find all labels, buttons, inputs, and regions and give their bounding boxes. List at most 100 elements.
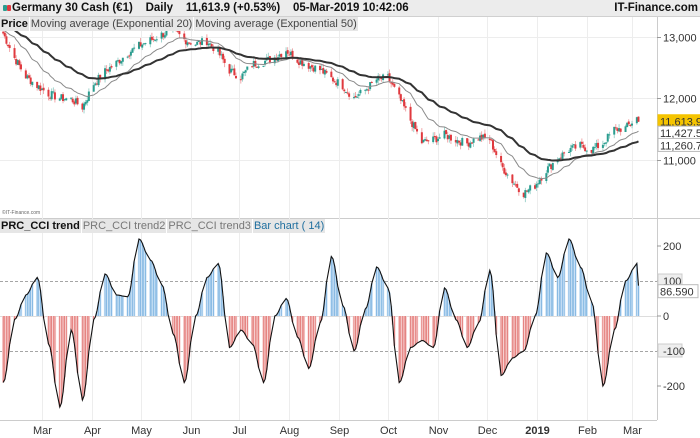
candle-body bbox=[616, 128, 619, 131]
candle-body bbox=[480, 134, 483, 140]
candle-body bbox=[243, 71, 246, 74]
candle-body bbox=[188, 42, 191, 44]
candle-body bbox=[482, 134, 485, 139]
candle-body bbox=[477, 139, 480, 141]
candle-body bbox=[490, 139, 493, 141]
candle-body bbox=[280, 53, 283, 57]
candle-body bbox=[466, 138, 469, 144]
x-axis-label: Oct bbox=[380, 425, 397, 437]
candle-body bbox=[331, 77, 334, 82]
instrument-title: Germany 30 Cash (€1) Daily 11,613.9 (+0.… bbox=[12, 2, 409, 14]
candle-body bbox=[414, 122, 417, 130]
candle-body bbox=[62, 94, 65, 102]
candle-body bbox=[74, 98, 77, 104]
candle-body bbox=[16, 60, 19, 65]
candle-body bbox=[619, 128, 622, 132]
indicator-axis-label: -100 bbox=[663, 346, 685, 358]
candle-body bbox=[209, 43, 212, 45]
candle-body bbox=[28, 75, 31, 78]
candle-body bbox=[233, 68, 236, 76]
candle-body bbox=[483, 133, 486, 138]
candle-body bbox=[110, 66, 113, 68]
candle-body bbox=[401, 100, 404, 102]
candle-body bbox=[346, 92, 349, 94]
candle-body bbox=[545, 173, 548, 181]
x-axis-label: Aug bbox=[280, 425, 300, 437]
candle-body bbox=[491, 140, 494, 150]
candle-body bbox=[65, 98, 68, 101]
candle-body bbox=[454, 139, 457, 143]
candle-body bbox=[289, 51, 292, 55]
legend-cci-trend[interactable]: PRC_CCI trend bbox=[0, 219, 81, 233]
x-axis-label: Nov bbox=[429, 425, 449, 437]
candle-body bbox=[495, 151, 498, 156]
candle-body bbox=[540, 178, 543, 181]
ema20-line bbox=[3, 29, 639, 180]
candle-body bbox=[49, 97, 52, 99]
price-axis-label: 12,000 bbox=[663, 94, 697, 106]
candle-body bbox=[7, 44, 10, 47]
candle-body bbox=[571, 145, 574, 148]
candle-body bbox=[18, 60, 21, 66]
candle-body bbox=[302, 63, 305, 67]
candle-body bbox=[199, 41, 202, 45]
legend-cci-trend3[interactable]: PRC_CCI trend3 bbox=[167, 219, 252, 233]
candle-body bbox=[343, 89, 346, 92]
copyright-text: ©IT-Finance.com bbox=[2, 210, 41, 216]
candle-body bbox=[529, 185, 532, 191]
candle-body bbox=[116, 60, 119, 62]
brand-logo-text: IT-Finance.com bbox=[614, 2, 698, 14]
candle-body bbox=[503, 167, 506, 174]
candle-body bbox=[121, 57, 124, 62]
candle-body bbox=[129, 51, 132, 56]
candle-body bbox=[178, 31, 181, 35]
candle-body bbox=[563, 152, 566, 154]
candle-body bbox=[84, 102, 87, 105]
candle-body bbox=[144, 43, 147, 45]
candle-body bbox=[584, 147, 587, 152]
candle-body bbox=[348, 93, 351, 97]
candle-body bbox=[139, 42, 142, 47]
candle-body bbox=[461, 137, 464, 146]
legend-ema20[interactable]: Moving average (Exponential 20) bbox=[29, 17, 194, 31]
candle-body bbox=[197, 40, 200, 42]
candle-body bbox=[341, 79, 344, 90]
candle-body bbox=[323, 69, 326, 75]
candle-body bbox=[569, 148, 572, 153]
legend-bar-chart[interactable]: Bar chart ( 14) bbox=[252, 219, 326, 233]
candle-body bbox=[104, 68, 107, 80]
candle-body bbox=[416, 128, 419, 132]
candle-body bbox=[574, 144, 577, 149]
candle-body bbox=[375, 79, 378, 83]
candle-body bbox=[601, 144, 604, 148]
candle-body bbox=[582, 144, 585, 148]
x-axis-label: Apr bbox=[84, 425, 101, 437]
price-legend: Price Moving average (Exponential 20) Movi… bbox=[0, 17, 359, 31]
candle-body bbox=[390, 82, 393, 84]
candle-body bbox=[493, 149, 496, 152]
candle-body bbox=[467, 142, 470, 147]
candle-body bbox=[456, 140, 459, 144]
legend-cci-trend2[interactable]: PRC_CCI trend2 bbox=[81, 219, 167, 233]
candle-body bbox=[150, 36, 153, 40]
candle-body bbox=[2, 31, 5, 34]
candle-body bbox=[273, 57, 276, 64]
candle-body bbox=[516, 183, 519, 188]
candle-body bbox=[8, 45, 11, 48]
candle-body bbox=[595, 143, 598, 147]
candle-body bbox=[558, 158, 561, 161]
candle-body bbox=[458, 140, 461, 143]
candle-body bbox=[83, 103, 86, 110]
candle-body bbox=[228, 64, 231, 74]
candle-body bbox=[446, 135, 449, 140]
candle-body bbox=[141, 44, 144, 48]
candle-body bbox=[184, 40, 187, 45]
legend-ema50[interactable]: Moving average (Exponential 50) bbox=[194, 17, 358, 31]
candle-body bbox=[217, 48, 220, 52]
candle-body bbox=[108, 66, 111, 72]
candle-body bbox=[422, 139, 425, 143]
candle-body bbox=[608, 134, 611, 136]
candle-body bbox=[399, 94, 402, 101]
legend-price[interactable]: Price bbox=[0, 17, 29, 31]
